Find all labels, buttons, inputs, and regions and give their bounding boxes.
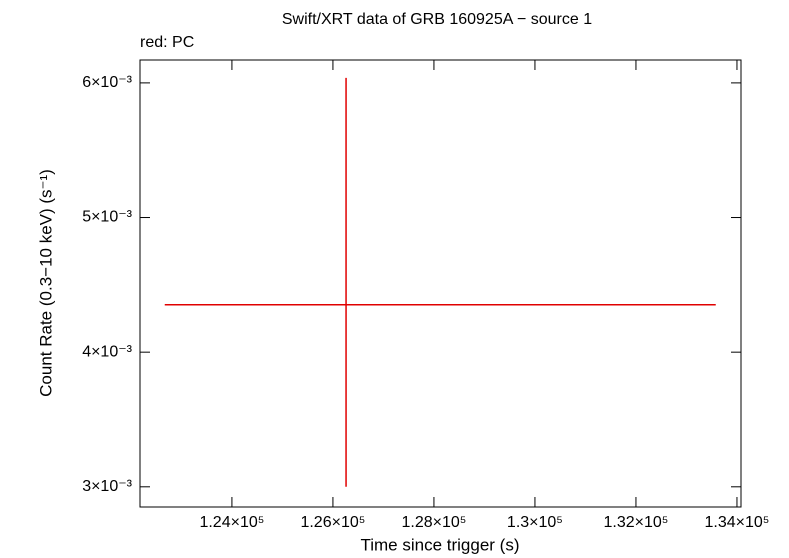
y-tick-label: 4×10⁻³: [82, 343, 132, 360]
x-axis-label: Time since trigger (s): [360, 535, 519, 554]
x-tick-label: 1.34×10⁵: [704, 514, 769, 531]
legend-text: red: PC: [140, 34, 194, 51]
x-tick-label: 1.28×10⁵: [401, 514, 466, 531]
y-axis-label: Count Rate (0.3−10 keV) (s⁻¹): [36, 169, 55, 397]
x-tick-label: 1.32×10⁵: [603, 514, 668, 531]
plot-frame: [139, 59, 742, 508]
x-tick-label: 1.24×10⁵: [199, 514, 264, 531]
y-tick-label: 6×10⁻³: [82, 74, 132, 91]
y-tick-label: 3×10⁻³: [82, 478, 132, 495]
x-tick-label: 1.3×10⁵: [507, 514, 563, 531]
x-tick-label: 1.26×10⁵: [300, 514, 365, 531]
chart-title: Swift/XRT data of GRB 160925A − source 1: [282, 11, 592, 28]
y-tick-label: 5×10⁻³: [82, 209, 132, 226]
